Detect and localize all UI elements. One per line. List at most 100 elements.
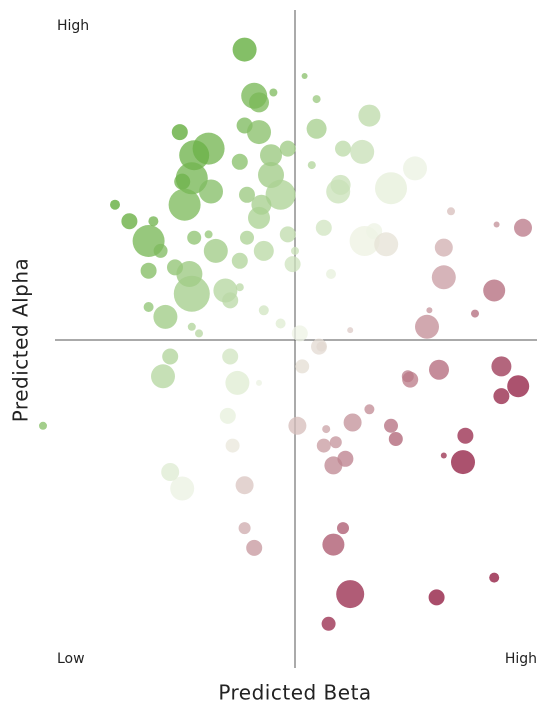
bubble	[195, 329, 203, 338]
points	[39, 37, 532, 631]
bubble	[219, 407, 236, 424]
bubble	[235, 283, 244, 292]
bubble	[253, 240, 274, 261]
bubble	[493, 221, 500, 228]
bubble	[402, 371, 419, 388]
bubble	[249, 92, 269, 113]
bubble	[316, 438, 331, 453]
bubble	[374, 232, 399, 257]
bubble	[162, 348, 179, 365]
y-axis-title: Predicted Alpha	[9, 258, 33, 423]
bubble	[110, 199, 120, 210]
bubble	[258, 305, 269, 316]
bubble	[239, 186, 255, 203]
bubble	[329, 436, 342, 449]
bubble	[140, 262, 157, 279]
bubble	[161, 463, 180, 481]
bubble	[493, 388, 510, 405]
bubble	[428, 589, 445, 606]
bubble	[174, 173, 191, 190]
bubble	[121, 213, 138, 230]
bubble	[326, 269, 336, 279]
bubble	[173, 275, 210, 312]
bubble	[347, 327, 354, 334]
bubble	[222, 292, 239, 309]
bubble	[256, 379, 262, 386]
bubble	[231, 252, 248, 269]
bubble	[434, 238, 453, 257]
bubble	[301, 73, 308, 79]
bubble	[39, 421, 47, 430]
bubble	[336, 580, 365, 609]
bubble	[491, 356, 512, 377]
bubble	[322, 425, 331, 434]
bubble	[235, 476, 254, 495]
bubble	[375, 172, 407, 205]
bubble	[153, 304, 178, 329]
bubble	[231, 153, 248, 170]
bubble	[179, 140, 210, 171]
bubble	[240, 230, 254, 245]
bubble	[199, 179, 223, 204]
bubble	[238, 522, 251, 535]
bubble	[384, 418, 398, 433]
x-axis-title: Predicted Beta	[218, 681, 371, 702]
bubble	[225, 438, 240, 453]
bubble	[143, 302, 154, 312]
bubble	[388, 432, 403, 446]
bubble	[447, 207, 455, 216]
bubble	[324, 456, 343, 475]
bubble	[265, 179, 296, 210]
bubble	[284, 256, 301, 273]
bubble	[457, 427, 474, 444]
bubble	[415, 314, 439, 339]
bubble	[306, 118, 327, 139]
bubble	[275, 318, 286, 329]
bubble	[291, 325, 308, 342]
bubble	[431, 265, 456, 290]
bubble	[168, 188, 201, 221]
bubble	[315, 219, 332, 236]
bubble	[247, 120, 271, 145]
bubble	[316, 341, 327, 352]
bubble	[483, 279, 506, 302]
bubble	[232, 37, 257, 62]
bubble	[364, 404, 375, 415]
bubble	[222, 348, 239, 365]
bubble	[151, 364, 175, 389]
bubble	[291, 246, 299, 255]
bubble	[279, 226, 296, 243]
bubble	[187, 322, 196, 331]
bubble	[187, 230, 202, 245]
bubble	[489, 572, 500, 583]
bubble	[322, 533, 345, 556]
bubble	[514, 218, 532, 237]
bubble	[507, 375, 530, 398]
bubble	[295, 359, 310, 374]
bubble	[246, 539, 263, 556]
bubble	[366, 223, 383, 240]
bubble	[335, 140, 351, 157]
bubble	[312, 95, 321, 104]
bubble	[307, 161, 316, 170]
bubble	[269, 88, 278, 97]
bubble	[225, 370, 250, 395]
bubble	[260, 144, 282, 167]
bubble	[403, 156, 427, 181]
bubble	[148, 216, 159, 227]
x-high-label: High	[505, 651, 537, 667]
bubble	[248, 206, 270, 229]
bubble	[426, 307, 433, 314]
bubble	[171, 124, 188, 141]
y-high-label: High	[57, 18, 89, 34]
bubble	[471, 309, 479, 318]
bubble	[358, 104, 381, 127]
bubble	[440, 452, 447, 459]
bubble	[343, 413, 362, 432]
bubble	[204, 230, 213, 239]
bubble	[288, 416, 307, 435]
bubble	[279, 140, 296, 157]
x-low-label: Low	[57, 651, 85, 667]
bubble	[337, 522, 349, 535]
